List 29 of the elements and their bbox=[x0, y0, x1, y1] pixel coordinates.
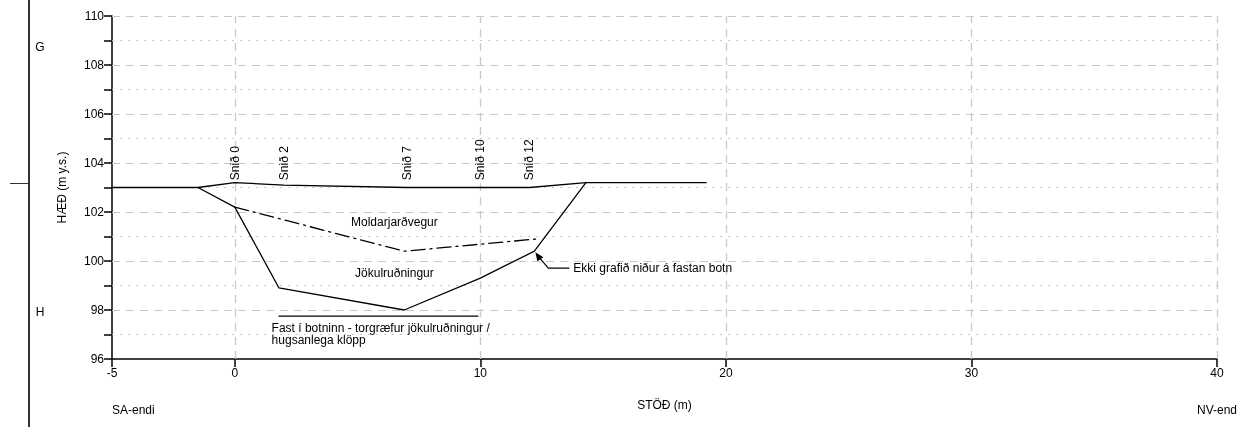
x-tick-label: 10 bbox=[473, 366, 488, 380]
annotation: Snið 7 bbox=[399, 145, 414, 181]
x-tick-label: -5 bbox=[106, 366, 118, 380]
y-tick-label: 96 bbox=[90, 352, 105, 366]
annotation: Snið 12 bbox=[522, 139, 537, 181]
annotation: Snið 0 bbox=[227, 145, 242, 181]
y-tick-label: 108 bbox=[83, 58, 105, 72]
x-axis-title: STÖÐ (m) bbox=[637, 398, 692, 412]
annotation: Snið 10 bbox=[473, 139, 488, 181]
text: G bbox=[35, 40, 45, 54]
text: SA-endi bbox=[112, 403, 155, 417]
x-tick-label: 20 bbox=[719, 366, 733, 380]
annotation: Fast í botninn - torgræfur jökulruðningur / hugsanlega klöpp bbox=[271, 321, 491, 348]
y-axis-title: HÆÐ (m y.s.) bbox=[55, 151, 69, 224]
y-tick-label: 102 bbox=[83, 205, 105, 219]
annotation: Snið 2 bbox=[276, 145, 291, 181]
annotation: Ekki grafið niður á fastan botn bbox=[573, 261, 733, 276]
y-tick-label: 98 bbox=[90, 303, 105, 317]
x-tick-label: 0 bbox=[231, 366, 239, 380]
x-tick-label: 40 bbox=[1210, 366, 1224, 380]
text: H bbox=[35, 305, 45, 319]
y-tick-label: 106 bbox=[83, 107, 105, 121]
annotation: Jökulruðningur bbox=[355, 266, 434, 281]
y-tick-label: 100 bbox=[83, 254, 105, 268]
annotation: Moldarjarðvegur bbox=[351, 214, 438, 229]
text: NV-end bbox=[1196, 403, 1237, 417]
x-tick-label: 30 bbox=[964, 366, 979, 380]
y-tick-label: 104 bbox=[83, 156, 105, 170]
y-tick-label: 110 bbox=[84, 9, 105, 23]
